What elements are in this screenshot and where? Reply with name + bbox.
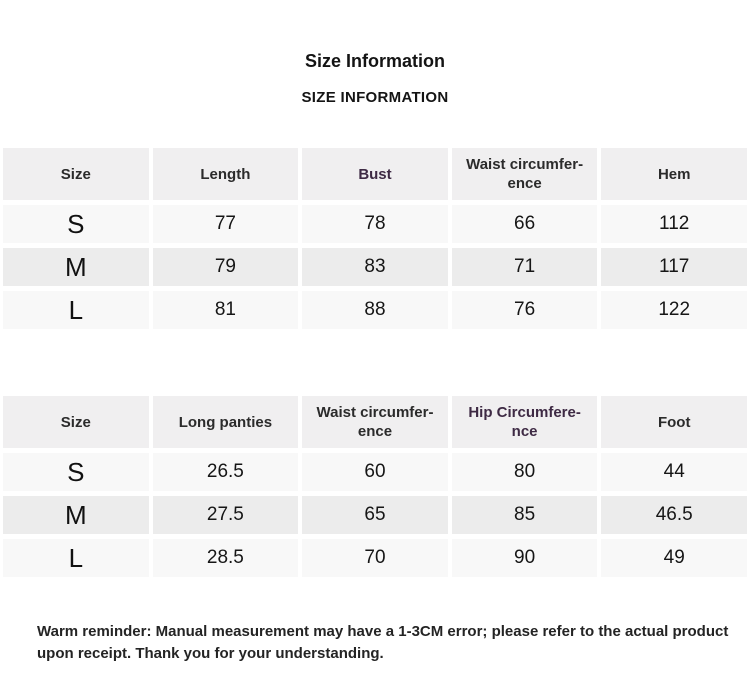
value-cell: 112: [601, 205, 747, 243]
value-cell: 83: [302, 248, 448, 286]
header-cell: Hem: [601, 148, 747, 200]
value-cell: 117: [601, 248, 747, 286]
reminder-note: Warm reminder: Manual measurement may ha…: [37, 623, 729, 662]
size-cell: L: [3, 539, 149, 577]
size-cell: S: [3, 205, 149, 243]
header-cell: Size: [3, 148, 149, 200]
garment-size-table-header-row: Size Length Bust Waist circumfer- ence Hem: [3, 148, 747, 200]
page-title: Size Information: [304, 51, 445, 71]
page-subtitle: SIZE INFORMATION: [301, 89, 449, 106]
header-cell: Hip Circumfere- nce: [451, 396, 598, 448]
header-cell: Long panties: [152, 396, 299, 448]
value-cell: 26.5: [152, 453, 299, 491]
value-cell: 60: [302, 453, 448, 491]
value-cell: 46.5: [601, 496, 747, 534]
size-cell: L: [3, 291, 149, 329]
header-cell: Waist circumfer- ence: [302, 396, 448, 448]
size-cell: S: [3, 453, 149, 491]
header-cell: Waist circumfer- ence: [451, 148, 598, 200]
size-cell: M: [3, 496, 149, 534]
size-cell: M: [3, 248, 149, 286]
value-cell: 88: [302, 291, 448, 329]
value-cell: 70: [302, 539, 448, 577]
table-row: L 28.5 70 90 49: [3, 539, 747, 577]
value-cell: 28.5: [152, 539, 299, 577]
value-cell: 76: [451, 291, 598, 329]
value-cell: 90: [451, 539, 598, 577]
value-cell: 49: [601, 539, 747, 577]
value-cell: 80: [451, 453, 598, 491]
panties-size-table: Size Long panties Waist circumfer- ence Hip…: [3, 396, 747, 577]
value-cell: 27.5: [152, 496, 299, 534]
table-row: S 77 78 66 112: [3, 205, 747, 243]
value-cell: 122: [601, 291, 747, 329]
header-cell: Size: [3, 396, 149, 448]
panties-size-table-header-row: Size Long panties Waist circumfer- ence Hip…: [3, 396, 747, 448]
header-cell: Bust: [302, 148, 448, 200]
header-cell: Length: [152, 148, 299, 200]
value-cell: 66: [451, 205, 598, 243]
value-cell: 78: [302, 205, 448, 243]
value-cell: 85: [451, 496, 598, 534]
value-cell: 65: [302, 496, 448, 534]
table-row: S 26.5 60 80 44: [3, 453, 747, 491]
value-cell: 77: [152, 205, 299, 243]
header-cell: Foot: [601, 396, 747, 448]
table-row: L 81 88 76 122: [3, 291, 747, 329]
value-cell: 79: [152, 248, 299, 286]
value-cell: 44: [601, 453, 747, 491]
value-cell: 81: [152, 291, 299, 329]
value-cell: 71: [451, 248, 598, 286]
garment-size-table: Size Length Bust Waist circumfer- ence Hem S 7…: [3, 148, 747, 329]
table-row: M 27.5 65 85 46.5: [3, 496, 747, 534]
table-row: M 79 83 71 117: [3, 248, 747, 286]
